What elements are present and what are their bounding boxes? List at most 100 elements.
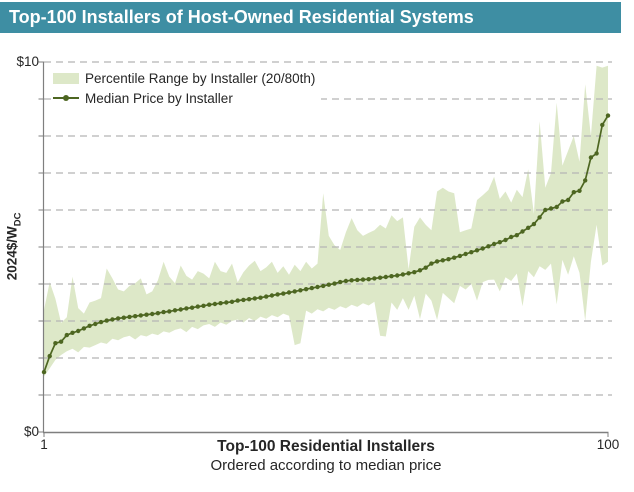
median-marker-icon	[63, 95, 69, 101]
median-marker	[98, 319, 104, 325]
band-swatch-sample	[53, 72, 79, 84]
median-marker	[218, 301, 223, 306]
median-marker	[543, 207, 548, 213]
median-marker	[161, 309, 166, 315]
median-marker	[309, 285, 314, 291]
x-tick-label-last: 100	[596, 437, 620, 452]
median-marker	[577, 188, 582, 193]
median-marker	[571, 190, 576, 195]
x-axis-title: Top-100 Residential Installers	[217, 438, 435, 455]
median-marker	[229, 299, 235, 304]
median-marker	[526, 225, 531, 230]
percentile-band-area	[44, 65, 608, 377]
median-marker	[110, 317, 115, 322]
median-marker	[486, 244, 491, 249]
median-marker	[434, 259, 440, 264]
median-marker	[389, 274, 394, 279]
median-marker	[440, 258, 445, 263]
median-marker	[548, 206, 554, 211]
median-marker	[457, 253, 463, 259]
median-marker	[115, 316, 121, 321]
median-line-sample	[53, 95, 79, 101]
median-marker	[298, 288, 303, 293]
median-marker	[178, 307, 183, 312]
median-marker	[446, 257, 451, 262]
median-marker	[423, 265, 428, 270]
median-marker	[565, 197, 571, 203]
y-axis-title-subscript: DC	[12, 212, 24, 227]
median-marker	[537, 215, 542, 220]
y-tick-label-bottom: $0	[23, 424, 39, 439]
median-marker	[235, 298, 240, 303]
median-marker	[315, 284, 320, 290]
page-title: Top-100 Installers of Host-Owned Residen…	[9, 7, 474, 27]
y-tick-label-top: $10	[16, 54, 39, 69]
median-marker	[406, 271, 411, 276]
median-marker	[303, 287, 309, 292]
median-marker	[53, 341, 58, 346]
median-marker	[480, 246, 485, 251]
median-marker	[275, 292, 280, 297]
median-line	[43, 115, 609, 373]
median-marker	[58, 339, 64, 344]
median-marker	[47, 353, 52, 359]
median-marker	[469, 250, 474, 255]
median-marker	[212, 301, 218, 307]
median-marker	[474, 248, 480, 253]
median-marker	[594, 151, 599, 156]
median-marker	[514, 233, 519, 238]
median-marker	[167, 309, 172, 314]
median-marker	[429, 261, 434, 266]
median-marker	[241, 297, 246, 303]
median-marker	[503, 237, 508, 243]
median-marker	[127, 314, 132, 320]
median-marker	[452, 255, 457, 260]
median-marker	[588, 155, 594, 160]
median-marker	[207, 302, 212, 307]
median-marker	[76, 328, 81, 334]
median-marker	[395, 273, 400, 278]
median-marker	[554, 204, 559, 210]
median-marker	[150, 311, 155, 317]
median-marker	[138, 313, 143, 318]
band-swatch-icon	[53, 72, 79, 84]
x-axis-subtitle: Ordered according to median price	[210, 457, 442, 474]
median-marker	[321, 283, 326, 289]
median-marker	[41, 369, 47, 375]
median-marker	[349, 278, 354, 283]
median-marker	[338, 279, 343, 285]
median-marker	[155, 311, 161, 316]
median-marker	[281, 291, 286, 296]
median-marker	[497, 240, 502, 245]
median-marker	[491, 241, 497, 247]
median-marker	[372, 276, 377, 281]
median-marker	[172, 308, 178, 313]
median-marker	[81, 326, 87, 331]
median-marker	[184, 306, 189, 311]
median-marker	[326, 282, 331, 287]
median-marker	[383, 274, 388, 280]
median-marker	[224, 300, 229, 305]
y-axis-title: 2024$/WDC	[4, 212, 24, 281]
median-marker	[286, 290, 292, 295]
median-marker	[509, 234, 514, 240]
median-marker	[560, 199, 565, 204]
median-marker	[463, 251, 468, 257]
legend-label-median: Median Price by Installer	[85, 90, 233, 106]
median-marker	[400, 272, 406, 277]
median-marker	[520, 229, 525, 234]
median-marker	[258, 295, 263, 300]
median-marker	[195, 304, 200, 309]
median-marker	[377, 275, 383, 280]
median-marker	[252, 296, 257, 301]
median-marker	[583, 178, 588, 183]
median-marker	[343, 278, 349, 284]
median-marker	[292, 289, 297, 294]
title-bar: Top-100 Installers of Host-Owned Residen…	[0, 2, 621, 33]
median-marker	[121, 315, 127, 320]
median-marker	[355, 277, 360, 283]
legend-label-band: Percentile Range by Installer (20/80th)	[85, 70, 316, 86]
median-marker	[605, 113, 611, 118]
median-marker	[144, 312, 149, 317]
